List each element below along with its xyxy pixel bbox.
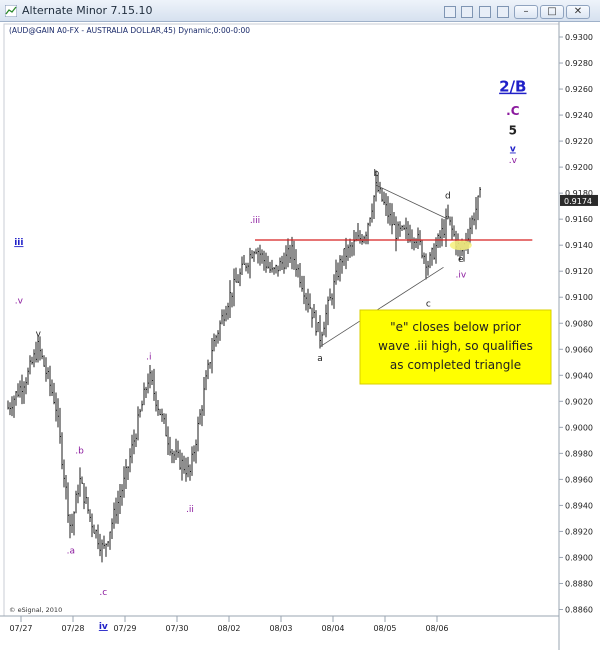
wave-label: .iv bbox=[455, 271, 466, 281]
wave-label: a bbox=[317, 354, 323, 364]
triangle-trendline-1 bbox=[319, 266, 444, 348]
y-tick-label: 0.9280 bbox=[565, 59, 593, 68]
symbol-header: (AUD@GAIN A0-FX - AUSTRALIA DOLLAR,45) D… bbox=[9, 26, 250, 35]
y-tick-label: 0.9080 bbox=[565, 319, 593, 328]
y-tick-label: 0.9140 bbox=[565, 241, 593, 250]
y-tick-label: 0.8900 bbox=[565, 553, 593, 562]
wave-label: .ii bbox=[186, 505, 194, 515]
x-tick-label: 08/04 bbox=[321, 624, 344, 633]
wave-label: v bbox=[510, 145, 516, 155]
x-tick-label: 07/28 bbox=[61, 624, 84, 633]
y-tick-label: 0.9120 bbox=[565, 267, 593, 276]
annotation-line-1: "e" closes below prior bbox=[390, 320, 521, 334]
minimize-button[interactable]: – bbox=[514, 5, 538, 19]
annotation-line-3: as completed triangle bbox=[390, 358, 521, 372]
wave-label: .c bbox=[99, 588, 107, 598]
pin-icon[interactable] bbox=[497, 6, 509, 18]
app-icon bbox=[5, 5, 17, 17]
y-tick-label: 0.9240 bbox=[565, 111, 593, 120]
wave-label: b bbox=[373, 169, 379, 179]
price-chart[interactable]: (AUD@GAIN A0-FX - AUSTRALIA DOLLAR,45) D… bbox=[0, 22, 600, 650]
y-tick-label: 0.9160 bbox=[565, 215, 593, 224]
wave-label: c bbox=[426, 299, 431, 309]
close-button[interactable]: ✕ bbox=[566, 5, 590, 19]
y-tick-label: 0.9200 bbox=[565, 163, 593, 172]
wave-label: .v bbox=[509, 156, 518, 166]
wave-label: 2/B bbox=[499, 78, 526, 96]
x-tick-label: 08/06 bbox=[425, 624, 448, 633]
y-tick-label: 0.8920 bbox=[565, 527, 593, 536]
y-tick-label: 0.9000 bbox=[565, 423, 593, 432]
wave-label: iii bbox=[14, 238, 23, 248]
wave-label: .v bbox=[15, 297, 24, 307]
link-icon[interactable] bbox=[461, 6, 473, 18]
window-title: Alternate Minor 7.15.10 bbox=[22, 4, 153, 17]
y-tick-label: 0.8880 bbox=[565, 579, 593, 588]
maximize-button[interactable]: □ bbox=[540, 5, 564, 19]
x-tick-label: 08/05 bbox=[373, 624, 396, 633]
wave-label: .i bbox=[146, 353, 151, 363]
sync-icon[interactable] bbox=[444, 6, 456, 18]
x-tick-label: 07/30 bbox=[165, 624, 188, 633]
wave-label: .C bbox=[506, 104, 520, 118]
triangle-trendline-2 bbox=[376, 184, 449, 220]
tile-icon[interactable] bbox=[479, 6, 491, 18]
x-tick-label: 08/03 bbox=[269, 624, 292, 633]
wave-label: .b bbox=[75, 446, 84, 456]
y-tick-label: 0.9100 bbox=[565, 293, 593, 302]
wave-label: d bbox=[445, 191, 451, 201]
x-tick-label: 08/02 bbox=[217, 624, 240, 633]
y-tick-label: 0.8860 bbox=[565, 605, 593, 614]
wave-label: 5 bbox=[509, 124, 517, 138]
wave-label: iv bbox=[99, 622, 108, 632]
y-tick-label: 0.9220 bbox=[565, 137, 593, 146]
annotation-box: "e" closes below prior wave .iii high, s… bbox=[359, 309, 552, 385]
y-tick-label: 0.9040 bbox=[565, 371, 593, 380]
wave-label: v bbox=[36, 329, 42, 339]
wave-label: .iii bbox=[250, 216, 260, 226]
annotation-line-2: wave .iii high, so qualifies bbox=[378, 339, 533, 353]
x-tick-label: 07/27 bbox=[9, 624, 32, 633]
y-tick-label: 0.8960 bbox=[565, 475, 593, 484]
y-tick-label: 0.9020 bbox=[565, 397, 593, 406]
y-tick-label: 0.9300 bbox=[565, 33, 593, 42]
x-tick-label: 07/29 bbox=[113, 624, 136, 633]
wave-e-highlight bbox=[449, 240, 472, 251]
last-price-marker: 0.9174 bbox=[560, 194, 598, 206]
y-tick-label: 0.9260 bbox=[565, 85, 593, 94]
last-price-text: 0.9174 bbox=[564, 197, 592, 206]
y-tick-label: 0.8980 bbox=[565, 449, 593, 458]
window-titlebar: Alternate Minor 7.15.10 – □ ✕ bbox=[0, 0, 600, 22]
y-tick-label: 0.9060 bbox=[565, 345, 593, 354]
wave-label: e bbox=[458, 255, 464, 265]
copyright: © eSignal, 2010 bbox=[9, 606, 62, 614]
y-tick-label: 0.9180 bbox=[565, 189, 593, 198]
wave-label: .a bbox=[67, 547, 75, 557]
y-tick-label: 0.8940 bbox=[565, 501, 593, 510]
